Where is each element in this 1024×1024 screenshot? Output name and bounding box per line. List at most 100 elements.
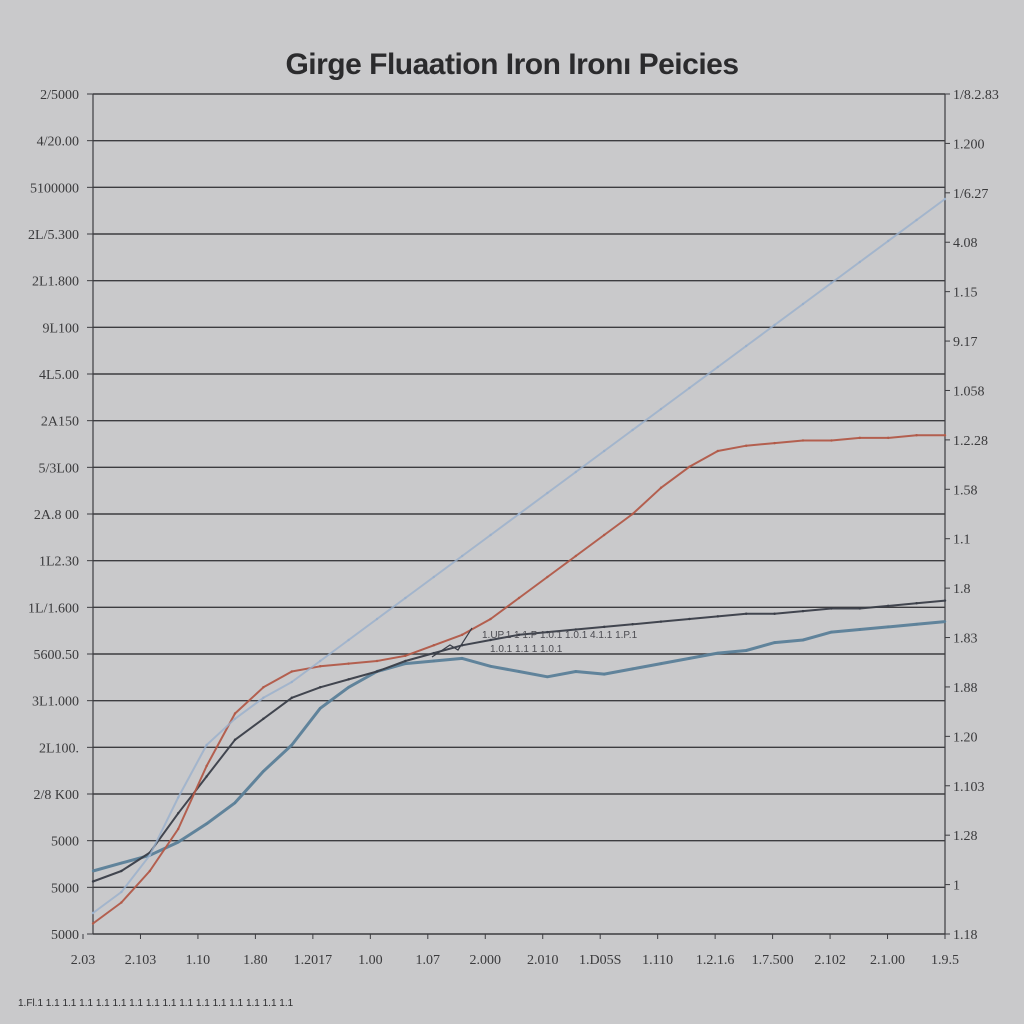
y-left-tick-label: 1L2.30 bbox=[39, 555, 79, 570]
y-right-tick-label: 1.20 bbox=[953, 730, 978, 745]
data-point bbox=[91, 911, 95, 915]
data-point bbox=[574, 670, 577, 673]
y-left-tick-label: 5000 bbox=[51, 928, 79, 943]
annotation-line-2: 1.0.1 1.1 1 1.0.1 bbox=[490, 644, 563, 655]
y-left-tick-label: 2L1.800 bbox=[32, 275, 79, 290]
y-right-tick-label: 1/8.2.83 bbox=[953, 88, 999, 103]
data-point bbox=[177, 812, 180, 815]
data-point bbox=[887, 625, 890, 629]
data-point bbox=[375, 617, 379, 621]
y-right-tick-label: 1.8 bbox=[953, 582, 971, 597]
x-tick-label: 1.9.5 bbox=[931, 953, 959, 968]
data-point bbox=[404, 659, 407, 663]
data-point bbox=[546, 675, 549, 678]
data-point bbox=[943, 434, 947, 437]
left-axis: 2/5000 4/20.00 5100000 2L/5.300 2L1.800 9L100… bbox=[28, 88, 93, 943]
data-point bbox=[745, 344, 748, 348]
data-point bbox=[290, 743, 293, 747]
data-point bbox=[404, 654, 407, 657]
series-lines bbox=[91, 197, 947, 925]
data-point bbox=[659, 620, 663, 623]
data-point bbox=[631, 667, 634, 671]
data-point bbox=[574, 554, 577, 558]
data-point bbox=[603, 625, 606, 629]
y-left-tick-label: 5/3L00 bbox=[39, 461, 79, 476]
x-tick-label: 2.102 bbox=[814, 953, 846, 968]
data-point bbox=[546, 491, 549, 495]
data-point bbox=[887, 604, 890, 608]
y-left-tick-label: 2/8 K00 bbox=[34, 788, 80, 803]
data-point bbox=[489, 533, 492, 537]
y-left-tick-label: 5000 bbox=[51, 881, 79, 896]
data-point bbox=[915, 623, 918, 626]
data-point bbox=[716, 365, 719, 369]
data-point bbox=[177, 827, 180, 831]
data-point bbox=[461, 633, 464, 636]
chart-annotation: 1.UP.1 1 1.P 1.0.1 1.0.1 4.1.1 1.P.1 1.0.… bbox=[431, 627, 638, 658]
data-point bbox=[716, 651, 719, 655]
y-right-tick-label: 9.17 bbox=[953, 335, 978, 350]
data-point bbox=[745, 649, 748, 652]
data-point bbox=[688, 617, 691, 621]
data-point bbox=[773, 612, 776, 615]
data-point bbox=[773, 441, 776, 445]
data-point bbox=[233, 712, 237, 715]
data-point bbox=[319, 659, 322, 663]
y-left-tick-label: 3L1.000 bbox=[32, 695, 79, 710]
x-tick-label: 1.7.500 bbox=[752, 953, 794, 968]
data-point bbox=[319, 665, 322, 668]
data-point bbox=[432, 575, 435, 579]
chart-title: Girge Fluaation Iron Ironı Peicies bbox=[285, 48, 739, 81]
y-left-tick-label: 2A150 bbox=[41, 415, 79, 430]
data-point bbox=[290, 696, 293, 699]
y-right-tick-label: 1.83 bbox=[953, 632, 978, 647]
data-point bbox=[91, 922, 95, 925]
data-point bbox=[432, 644, 435, 647]
data-point bbox=[205, 775, 208, 778]
annotation-sparkline bbox=[431, 627, 473, 658]
data-point bbox=[120, 901, 123, 904]
data-point bbox=[603, 672, 606, 676]
data-point bbox=[830, 607, 833, 610]
data-point bbox=[404, 662, 407, 665]
data-point bbox=[688, 657, 691, 660]
data-point bbox=[177, 840, 180, 844]
data-point bbox=[574, 628, 577, 631]
x-tick-label: 2.000 bbox=[470, 953, 502, 968]
data-point bbox=[915, 218, 918, 222]
x-tick-label: 1.07 bbox=[416, 953, 441, 968]
data-point bbox=[233, 738, 237, 741]
y-right-tick-label: 4.08 bbox=[953, 236, 978, 251]
data-point bbox=[830, 630, 833, 634]
x-tick-label: 1.00 bbox=[358, 953, 383, 968]
series-line bbox=[92, 198, 946, 914]
x-tick-label: 2.010 bbox=[527, 953, 559, 968]
x-tick-label: 1.2017 bbox=[294, 953, 333, 968]
data-point bbox=[858, 436, 861, 440]
data-point bbox=[148, 854, 151, 857]
data-point bbox=[489, 665, 492, 668]
data-point bbox=[745, 444, 748, 447]
x-tick-label: 1.80 bbox=[243, 953, 268, 968]
data-point bbox=[801, 609, 805, 613]
y-right-tick-label: 1.1 bbox=[953, 533, 971, 548]
data-point bbox=[347, 638, 350, 642]
y-left-tick-label: 4/20.00 bbox=[37, 135, 79, 150]
data-point bbox=[915, 434, 918, 437]
data-point bbox=[489, 617, 492, 621]
data-point bbox=[432, 659, 435, 663]
data-point bbox=[830, 281, 833, 285]
data-point bbox=[631, 428, 634, 432]
series-line bbox=[92, 620, 946, 873]
y-right-tick-label: 1.15 bbox=[953, 286, 978, 301]
data-point bbox=[517, 633, 521, 636]
data-point bbox=[603, 449, 606, 453]
data-point bbox=[205, 822, 208, 825]
data-point bbox=[546, 630, 549, 634]
data-point bbox=[262, 770, 265, 773]
data-point bbox=[801, 302, 805, 306]
data-point bbox=[716, 449, 719, 453]
data-point bbox=[801, 439, 805, 442]
y-left-tick-label: 2L100. bbox=[39, 741, 79, 756]
